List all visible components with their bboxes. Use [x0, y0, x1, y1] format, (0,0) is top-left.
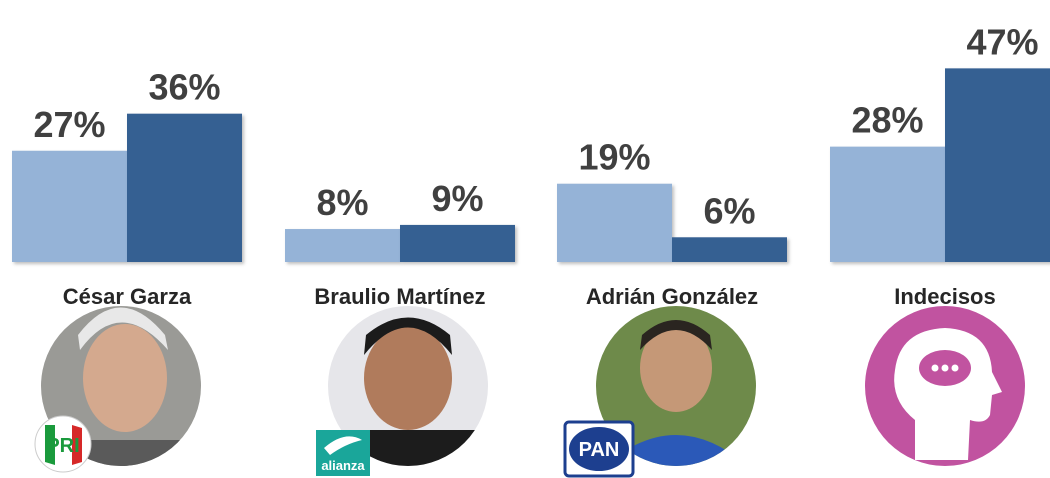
logo-text: alianza	[321, 458, 365, 473]
bar	[945, 68, 1050, 262]
category-label: Adrián González	[586, 284, 758, 309]
icon-undecided	[865, 306, 1025, 466]
bar	[127, 113, 242, 263]
photo	[596, 306, 756, 466]
bar	[400, 224, 515, 262]
bar	[285, 229, 400, 262]
value-label: 9%	[431, 178, 483, 219]
logo-text: PRI	[46, 435, 79, 457]
logo-alianza: alianza	[316, 430, 370, 476]
value-label: 27%	[33, 104, 105, 145]
value-label: 28%	[851, 100, 923, 141]
value-label: 8%	[316, 182, 368, 223]
category-label: Braulio Martínez	[314, 284, 485, 309]
category-label: Indecisos	[894, 284, 995, 309]
logo-pri: PRI	[34, 415, 92, 473]
bar	[672, 237, 787, 262]
category-label: César Garza	[63, 284, 192, 309]
bar	[830, 146, 945, 262]
value-label: 47%	[966, 21, 1038, 62]
value-label: 6%	[703, 190, 755, 231]
logo-text: PAN	[579, 439, 620, 461]
bar	[12, 150, 127, 262]
logo-pan: PAN	[563, 420, 635, 478]
value-label: 36%	[148, 67, 220, 108]
photo	[328, 306, 488, 466]
bar	[557, 183, 672, 262]
value-label: 19%	[578, 137, 650, 178]
